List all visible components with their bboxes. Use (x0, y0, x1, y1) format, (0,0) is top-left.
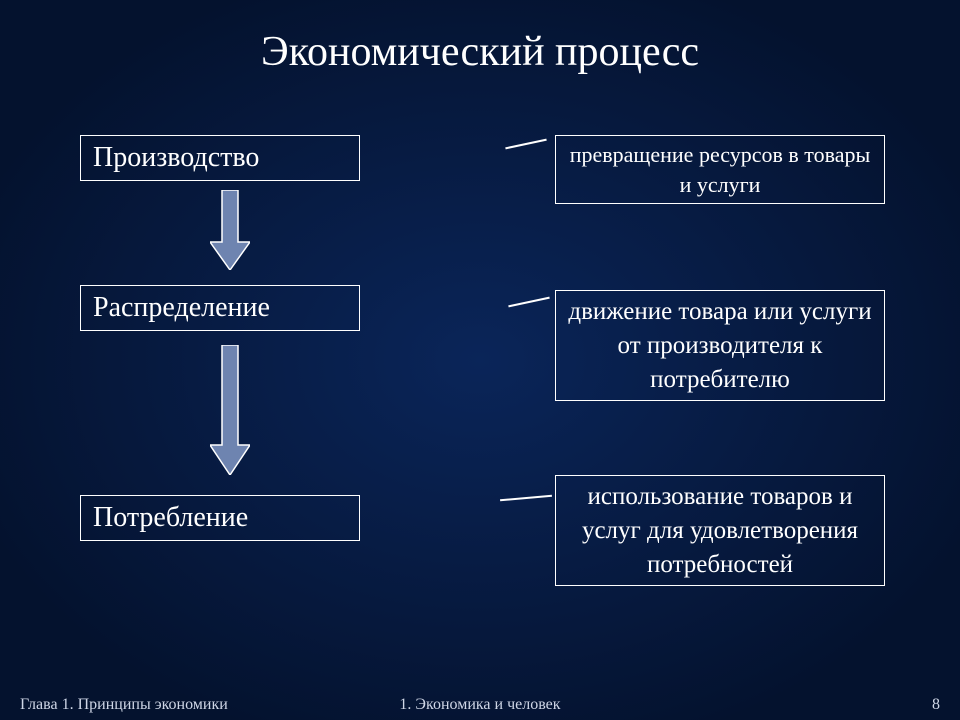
footer-section: 1. Экономика и человек (0, 696, 960, 714)
stage-box-consumption: Потребление (80, 495, 360, 541)
desc-box-consumption: использование товаров и услуг для удовле… (555, 475, 885, 586)
connector-dash-1 (505, 139, 546, 150)
connector-dash-3 (500, 495, 552, 502)
stage-box-distribution: Распределение (80, 285, 360, 331)
desc-box-production: превращение ресурсов в товары и услуги (555, 135, 885, 204)
stage-box-production: Производство (80, 135, 360, 181)
connector-dash-2 (508, 297, 549, 308)
footer-page-number: 8 (932, 696, 940, 714)
down-arrow-2 (210, 345, 250, 475)
desc-box-distribution: движение товара или услуги от производит… (555, 290, 885, 401)
down-arrow-1 (210, 190, 250, 270)
slide-title: Экономический процесс (0, 0, 960, 76)
